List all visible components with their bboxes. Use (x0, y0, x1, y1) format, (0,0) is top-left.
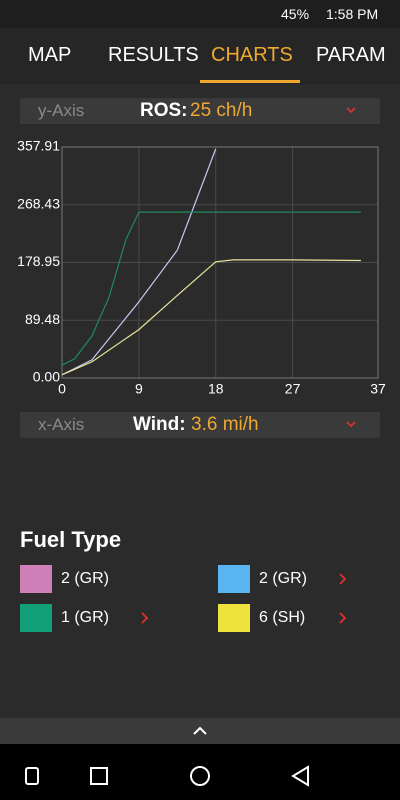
tab[interactable]: PARAM (316, 44, 386, 66)
tab[interactable]: MAP (28, 44, 72, 66)
tab[interactable]: RESULTS (108, 44, 199, 66)
battery: 45% (281, 6, 310, 22)
series-line (62, 211, 361, 366)
chart: 0.00 89.48 178.95 268.43 357.91 0 9 18 27 37 (17, 138, 386, 397)
x-tick-label: 18 (208, 381, 224, 397)
legend-swatch[interactable] (218, 565, 250, 593)
tab-bar (0, 28, 400, 84)
y-tick-label: 0.00 (33, 369, 60, 385)
legend-label[interactable]: 2 (GR) (61, 570, 109, 587)
x-tick-label: 9 (135, 381, 143, 397)
legend-swatch[interactable] (20, 604, 52, 632)
selector-name: ROS: (140, 100, 188, 121)
plot-border (61, 146, 379, 379)
up-icon (193, 726, 207, 735)
series-line (62, 259, 361, 376)
x-tick-label: 37 (370, 381, 386, 397)
selector-value: 3.6 mi/h (191, 414, 259, 435)
series-line (62, 148, 217, 376)
x-axis-selector[interactable]: x-Axis Wind: 3.6 mi/h (20, 412, 380, 438)
selector-label: y-Axis (38, 101, 85, 120)
drawer-handle[interactable] (0, 718, 400, 744)
clock: 1:58 PM (326, 6, 379, 22)
chevron[interactable] (140, 612, 150, 624)
y-tick-label: 268.43 (17, 195, 60, 211)
x-tick-label: 27 (285, 381, 301, 397)
chevron[interactable] (338, 612, 348, 624)
y-tick-label: 178.95 (17, 253, 60, 269)
legend-label[interactable]: 1 (GR) (61, 609, 109, 626)
y-tick-label: 357.91 (17, 138, 60, 154)
legend-swatch[interactable] (20, 565, 52, 593)
y-axis-selector[interactable]: y-Axis ROS: 25 ch/h (20, 98, 380, 124)
nav-icons (25, 765, 309, 787)
legend-label[interactable]: 6 (SH) (259, 609, 306, 626)
dropdown-icon (346, 421, 356, 428)
nav-bar (0, 744, 400, 800)
x-tick-label: 0 (58, 381, 66, 397)
legend-title: Fuel Type (20, 527, 122, 552)
selector-value: 25 ch/h (190, 100, 253, 121)
legend-swatch[interactable] (218, 604, 250, 632)
tab-indicator (200, 80, 300, 83)
dropdown-icon (346, 107, 356, 114)
tab-active[interactable]: CHARTS (211, 44, 293, 66)
series-group (62, 148, 361, 376)
selector-name: Wind: (133, 414, 186, 435)
legend-label[interactable]: 2 (GR) (259, 570, 307, 587)
status-bar: 45% 1:58 PM (0, 0, 400, 28)
selector-label: x-Axis (38, 415, 85, 434)
chevron[interactable] (338, 573, 348, 585)
y-tick-label: 89.48 (25, 311, 60, 327)
